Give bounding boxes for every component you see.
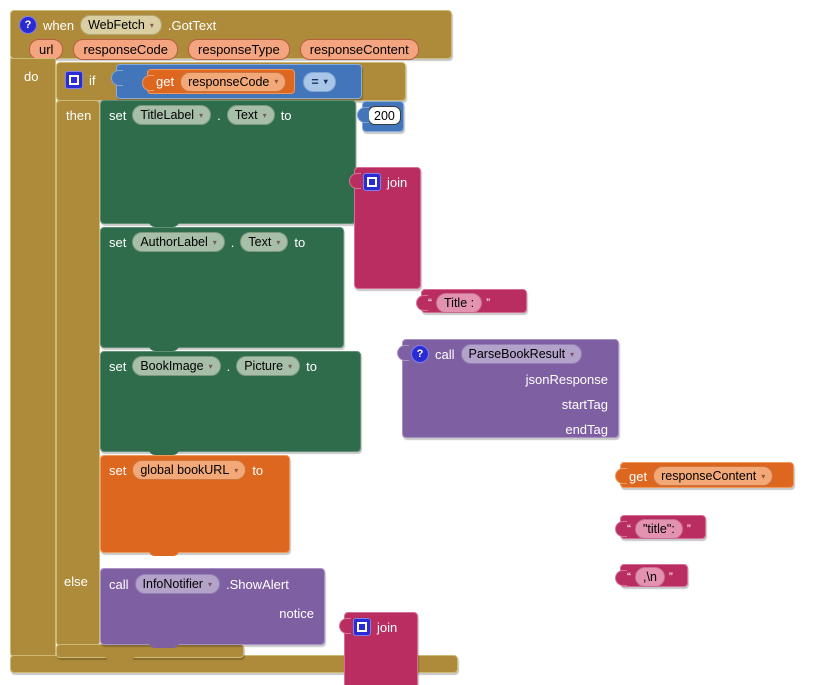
component-dropdown-authorlabel[interactable]: AuthorLabel xyxy=(132,232,225,252)
procedure-dropdown[interactable]: ParseBookResult xyxy=(460,344,583,364)
event-block-left-spine[interactable] xyxy=(10,58,56,657)
number-field[interactable]: 200 xyxy=(368,106,401,125)
set-label: set xyxy=(109,462,127,478)
close-quote: ” xyxy=(686,522,691,536)
mutator-icon[interactable] xyxy=(363,173,381,191)
else-label: else xyxy=(64,574,88,589)
event-name-label: .GotText xyxy=(167,17,217,33)
variable-dropdown-bookurl[interactable]: global bookURL xyxy=(132,460,247,480)
help-icon[interactable]: ? xyxy=(19,16,37,34)
call-label: call xyxy=(435,346,455,362)
event-param-responsetype[interactable]: responseType xyxy=(188,39,290,60)
to-label: to xyxy=(306,358,317,374)
when-label: when xyxy=(43,17,75,33)
then-label: then xyxy=(66,108,92,123)
set-label: set xyxy=(109,234,127,250)
set-label: set xyxy=(109,358,127,374)
property-dropdown-picture[interactable]: Picture xyxy=(236,356,301,376)
component-dropdown-titlelabel[interactable]: TitleLabel xyxy=(132,105,212,125)
event-param-url[interactable]: url xyxy=(29,39,64,60)
to-label: to xyxy=(252,462,264,478)
property-dropdown-text[interactable]: Text xyxy=(240,232,289,252)
text-block-endtag-1[interactable]: “ ,\n ” xyxy=(615,564,688,587)
arg-label-starttag: startTag xyxy=(561,397,608,412)
set-label: set xyxy=(109,107,127,123)
arg-label-notice: notice xyxy=(279,606,314,621)
method-label: .ShowAlert xyxy=(225,576,289,592)
get-label: get xyxy=(629,468,648,484)
set-bookimage-picture-block[interactable]: set BookImage . Picture to xyxy=(100,351,361,455)
event-block-webfetch-gottext[interactable]: ? when WebFetch .GotText url responseCod… xyxy=(10,10,452,60)
join-block-title[interactable]: join xyxy=(349,167,421,289)
call-parsebookresult-1[interactable]: ? call ParseBookResult jsonResponse star… xyxy=(397,339,619,438)
set-titlelabel-text-block[interactable]: set TitleLabel . Text to xyxy=(100,100,356,227)
text-field-title[interactable]: Title : xyxy=(436,293,483,313)
mutator-icon[interactable] xyxy=(353,618,371,636)
open-quote: “ xyxy=(627,570,631,584)
arg-label-jsonresponse: jsonResponse xyxy=(525,372,608,387)
to-label: to xyxy=(280,107,292,123)
event-param-responsecontent[interactable]: responseContent xyxy=(299,39,419,60)
do-label: do xyxy=(24,69,39,84)
property-dropdown-text[interactable]: Text xyxy=(226,105,275,125)
mutator-icon[interactable] xyxy=(65,71,83,89)
join-block-author[interactable]: join xyxy=(339,612,418,685)
set-global-bookurl-block[interactable]: set global bookURL to xyxy=(100,455,290,556)
event-component-dropdown[interactable]: WebFetch xyxy=(80,15,162,35)
dot-label: . xyxy=(230,234,235,250)
call-infonotifier-showalert-block[interactable]: call InfoNotifier .ShowAlert notice xyxy=(100,568,325,648)
event-param-responsecode[interactable]: responseCode xyxy=(73,39,179,60)
number-200-block[interactable]: 200 xyxy=(357,101,404,132)
get-responsecontent-block[interactable]: get responseContent xyxy=(615,462,794,488)
get-label: get xyxy=(156,74,175,89)
get-variable-dropdown[interactable]: responseContent xyxy=(653,466,774,486)
text-block-starttag-1[interactable]: “ "title": ” xyxy=(615,515,706,539)
text-field-endtag[interactable]: ,\n xyxy=(635,567,665,587)
set-authorlabel-text-block[interactable]: set AuthorLabel . Text to xyxy=(100,227,344,351)
text-block-title[interactable]: “ Title : ” xyxy=(416,289,527,313)
operator-dropdown[interactable]: = xyxy=(303,71,336,92)
arg-label-endtag: endTag xyxy=(565,422,608,437)
text-field-starttag[interactable]: "title": xyxy=(635,519,683,539)
dot-label: . xyxy=(217,107,221,123)
join-label: join xyxy=(377,619,398,635)
if-label: if xyxy=(89,72,96,88)
close-quote: ” xyxy=(486,296,491,310)
open-quote: “ xyxy=(627,522,631,536)
if-block-left-spine[interactable] xyxy=(56,100,100,646)
component-dropdown-bookimage[interactable]: BookImage xyxy=(132,356,221,376)
close-quote: ” xyxy=(668,570,673,584)
help-icon[interactable]: ? xyxy=(411,345,429,363)
get-variable-dropdown[interactable]: responseCode xyxy=(180,71,287,92)
component-dropdown-infonotifier[interactable]: InfoNotifier xyxy=(134,574,220,594)
call-label: call xyxy=(109,576,129,592)
get-responsecode-block[interactable]: get responseCode xyxy=(141,69,296,94)
to-label: to xyxy=(294,234,306,250)
open-quote: “ xyxy=(428,296,432,310)
dot-label: . xyxy=(226,358,231,374)
equals-block[interactable]: get responseCode = xyxy=(111,64,362,99)
join-label: join xyxy=(387,174,408,190)
